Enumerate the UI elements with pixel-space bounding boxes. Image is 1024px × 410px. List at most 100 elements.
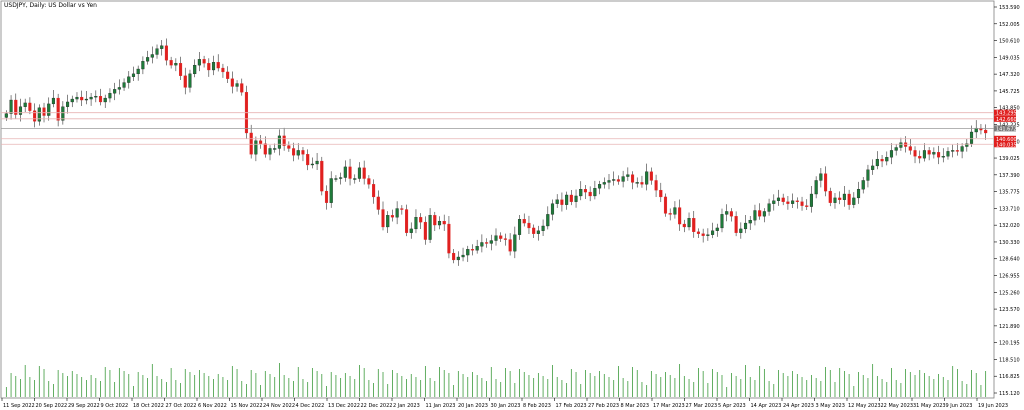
x-tick-label: 31 May 2023 [913,403,946,409]
candle-body [588,191,592,197]
candle-body [922,150,926,159]
candle-body [847,193,851,205]
candle-body [28,102,32,111]
candle-body [536,230,540,234]
candle-body [866,169,870,181]
y-tick-label: 120.195 [999,341,1020,347]
candle-body [390,215,394,218]
candle-body [367,178,371,185]
candle-body [357,167,362,179]
candle-body [875,158,879,167]
candle-body [485,242,489,244]
candle-body [852,197,856,205]
candle-body [649,171,653,181]
candle-body [753,210,757,221]
y-tick-label: 147.320 [999,72,1020,78]
y-tick-label: 115.120 [999,391,1020,397]
candle-body [767,203,771,212]
y-tick-label: 149.035 [999,55,1020,61]
candle-body [861,180,865,190]
x-tick-label: 2 Jan 2023 [393,403,420,409]
candle-body [160,45,164,49]
candle-body [659,189,663,198]
candle-body [692,218,696,232]
candle-body [503,238,507,240]
y-tick-label: 152.005 [999,22,1020,28]
candle-body [423,221,427,240]
candle-body [117,87,121,90]
candle-body [630,174,635,183]
level-label: 140.035 [996,142,1017,148]
x-tick-label: 29 Sep 2022 [68,403,100,409]
y-tick-label: 132.020 [999,223,1020,229]
candle-body [842,193,846,200]
candle-body [758,210,762,217]
candle-body [33,110,37,122]
candle-body [626,174,630,177]
candle-body [470,249,475,251]
candle-body [527,222,531,229]
candle-body [282,135,286,146]
candle-body [612,179,616,181]
y-tick-label: 135.775 [999,190,1020,196]
candle-body [306,154,310,166]
candle-body [315,160,319,165]
candle-body [461,254,465,258]
candle-body [593,188,597,197]
candle-body [320,160,324,192]
candle-body [969,131,974,144]
y-tick-label: 128.640 [999,257,1020,263]
candle-body [376,196,380,210]
candle-body [70,98,74,103]
x-tick-label: 12 May 2023 [848,403,881,409]
y-tick-label: 137.390 [999,173,1020,179]
candle-body [146,57,150,62]
candle-body [696,231,700,234]
candle-body [98,95,103,103]
candle-body [701,233,705,236]
candle-body [955,150,959,152]
candle-body [927,150,931,155]
candle-body [9,99,13,114]
candle-body [221,67,225,73]
candle-body [550,203,555,215]
candle-body [343,166,347,178]
candle-body [781,197,785,202]
candle-body [720,214,724,229]
candle-body [762,211,766,217]
candle-body [687,218,691,228]
candle-body [833,197,837,203]
candle-body [800,201,804,206]
chart-title: USDJPY, Daily: US Dollar vs Yen [4,2,97,9]
x-tick-label: 22 May 2023 [881,403,914,409]
candle-body [202,59,206,64]
candle-body [89,96,93,100]
candle-body [663,196,668,214]
level-label-bg [994,141,1016,148]
candle-body [602,182,606,185]
candle-body [273,148,277,150]
candle-body [668,213,672,215]
candle-body [47,103,51,116]
candle-body [329,178,333,203]
candle-body [856,189,861,199]
level-label-bg [994,109,1016,116]
candle-body [188,73,192,88]
candle-body [249,132,253,155]
level-label-bg [994,125,1016,132]
candle-body [795,200,799,202]
y-tick-label: 121.890 [999,324,1020,330]
candle-body [729,211,733,217]
y-tick-label: 150.610 [999,39,1020,45]
candle-body [442,220,446,225]
candle-body [292,148,296,156]
candle-body [640,182,644,185]
candle-body [150,54,154,58]
candle-body [616,179,620,182]
x-tick-label: 18 Oct 2022 [133,403,164,409]
x-tick-label: 19 Jun 2023 [978,403,1008,409]
candle-body [565,194,569,205]
x-tick-label: 6 Nov 2022 [198,403,227,409]
candle-body [734,216,738,233]
